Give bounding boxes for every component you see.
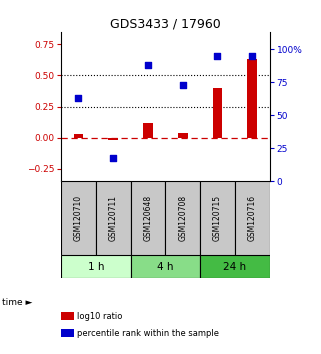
Bar (131, 181, 165, 255)
Bar (200, 255, 270, 278)
Text: 24 h: 24 h (223, 262, 247, 272)
Bar (143, 123, 153, 138)
Bar (61, 255, 131, 278)
Bar (74, 134, 83, 138)
Text: log10 ratio: log10 ratio (77, 312, 122, 321)
Point (180, 82, 185, 88)
Text: GSM120711: GSM120711 (108, 195, 118, 241)
Title: GDS3433 / 17960: GDS3433 / 17960 (110, 18, 221, 31)
Text: 4 h: 4 h (157, 262, 174, 272)
Bar (213, 88, 222, 138)
Text: GSM120716: GSM120716 (248, 195, 257, 241)
Bar (96, 181, 131, 255)
Text: 1 h: 1 h (88, 262, 104, 272)
Point (145, 62, 151, 68)
Bar (178, 133, 187, 138)
Point (250, 53, 255, 59)
Text: GSM120710: GSM120710 (74, 195, 83, 241)
Text: time ►: time ► (2, 298, 32, 307)
Bar (200, 181, 235, 255)
Point (215, 53, 220, 59)
Bar (165, 181, 200, 255)
Bar (235, 181, 270, 255)
Text: GSM120715: GSM120715 (213, 195, 222, 241)
Text: GSM120708: GSM120708 (178, 195, 187, 241)
Bar (108, 138, 118, 140)
Point (76, 96, 81, 101)
Text: GSM120648: GSM120648 (143, 195, 152, 241)
Point (110, 155, 116, 160)
Bar (61, 181, 96, 255)
Text: percentile rank within the sample: percentile rank within the sample (77, 329, 219, 338)
Bar (131, 255, 200, 278)
Bar (247, 59, 257, 138)
